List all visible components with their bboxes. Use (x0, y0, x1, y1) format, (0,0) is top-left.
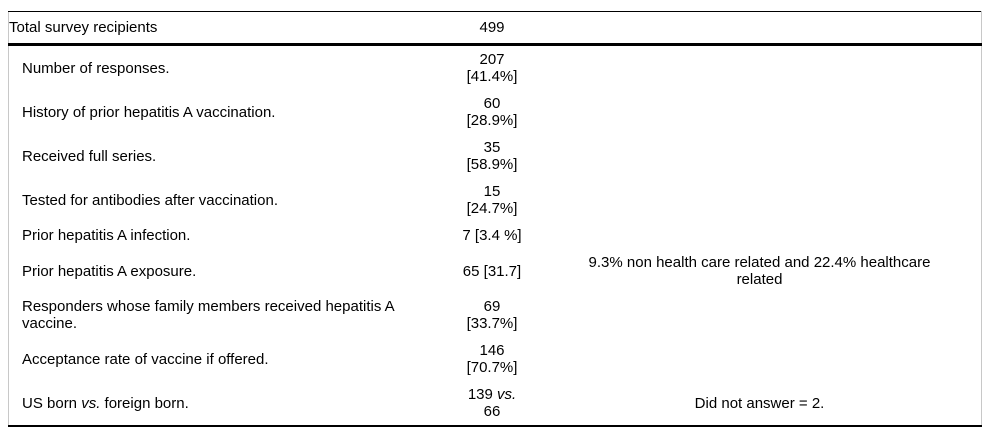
text: Prior hepatitis A exposure. (22, 262, 197, 280)
row-value: 7 [3.4 %] (414, 222, 570, 249)
text: 146 (479, 342, 505, 359)
row-note (570, 90, 982, 134)
text: [24.7%] (466, 200, 518, 217)
table-row: History of prior hepatitis A vaccination… (9, 90, 982, 134)
text: Responders whose family members received… (22, 298, 394, 332)
table-body: Total survey recipients 499 Number of resp… (8, 12, 982, 427)
text: 7 [3.4 %] (462, 227, 522, 244)
row-label: Received full series. (9, 134, 415, 178)
row-label: Tested for antibodies after vaccination. (9, 178, 415, 222)
table-row: Prior hepatitis A infection. 7 [3.4 %] (9, 222, 982, 249)
survey-results-table: Total survey recipients 499 Number of resp… (8, 11, 982, 427)
italic-text: vs. (81, 394, 101, 412)
table-row: Prior hepatitis A exposure. 65 [31.7] 9.3%… (9, 249, 982, 293)
text: History of prior hepatitis A vaccination… (22, 103, 276, 121)
text: Acceptance rate of vaccine if offered. (22, 350, 269, 368)
text: foreign born. (100, 394, 189, 412)
text: 66 (483, 403, 501, 420)
text: [41.4%] (466, 68, 518, 85)
row-note (570, 222, 982, 249)
row-label: US born vs. foreign born. (9, 381, 415, 426)
table-row: Received full series. 35 [58.9%] (9, 134, 982, 178)
text: Total survey recipients (9, 19, 158, 36)
text: US born (22, 394, 82, 412)
table-row: Number of responses. 207 [41.4%] (9, 45, 982, 91)
text: 15 (483, 183, 501, 200)
text: [58.9%] (466, 156, 518, 173)
table-row: US born vs. foreign born. 139 vs. 66 Did no… (9, 381, 982, 426)
row-value: 207 [41.4%] (414, 45, 570, 91)
row-value: 499 (414, 12, 570, 45)
text: 499 (479, 19, 505, 36)
row-note (570, 12, 982, 45)
row-value: 15 [24.7%] (414, 178, 570, 222)
row-label: Prior hepatitis A infection. (9, 222, 415, 249)
row-note: Did not answer = 2. (694, 394, 825, 412)
text: Prior hepatitis A infection. (22, 227, 191, 244)
table-row: Responders whose family members received… (9, 293, 982, 337)
row-label: Number of responses. (9, 45, 415, 91)
row-value: 69 [33.7%] (414, 293, 570, 337)
text: 69 (483, 298, 501, 315)
row-label: History of prior hepatitis A vaccination… (9, 90, 415, 134)
text: [33.7%] (466, 315, 518, 332)
row-label: Total survey recipients (9, 12, 415, 45)
italic-text: vs. (497, 386, 517, 403)
row-value: 146 [70.7%] (414, 337, 570, 381)
row-value: 65 [31.7] (414, 249, 570, 293)
row-label: Prior hepatitis A exposure. (9, 249, 415, 293)
row-label: Acceptance rate of vaccine if offered. (9, 337, 415, 381)
row-note (570, 134, 982, 178)
row-note (570, 178, 982, 222)
text: 65 [31.7] (462, 262, 522, 280)
table-row: Acceptance rate of vaccine if offered. 14… (9, 337, 982, 381)
table-row: Total survey recipients 499 (8, 12, 982, 45)
text: Tested for antibodies after vaccination. (22, 191, 278, 209)
row-value: 139 vs. 66 (414, 381, 570, 426)
text: [28.9%] (466, 112, 518, 129)
table-row: Tested for antibodies after vaccination.… (9, 178, 982, 222)
row-label: Responders whose family members received… (9, 293, 415, 337)
row-note: 9.3% non health care related and 22.4% h… (588, 254, 931, 288)
text: Received full series. (22, 147, 157, 165)
text: 35 (483, 139, 501, 156)
row-note (570, 337, 982, 381)
row-value: 60 [28.9%] (414, 90, 570, 134)
row-note (570, 45, 982, 91)
text: 139 (467, 386, 498, 403)
text: [70.7%] (466, 359, 518, 376)
text: Number of responses. (22, 59, 170, 77)
text: 207 (479, 51, 505, 68)
row-value: 35 [58.9%] (414, 134, 570, 178)
text: 60 (483, 95, 501, 112)
row-note (570, 293, 982, 337)
